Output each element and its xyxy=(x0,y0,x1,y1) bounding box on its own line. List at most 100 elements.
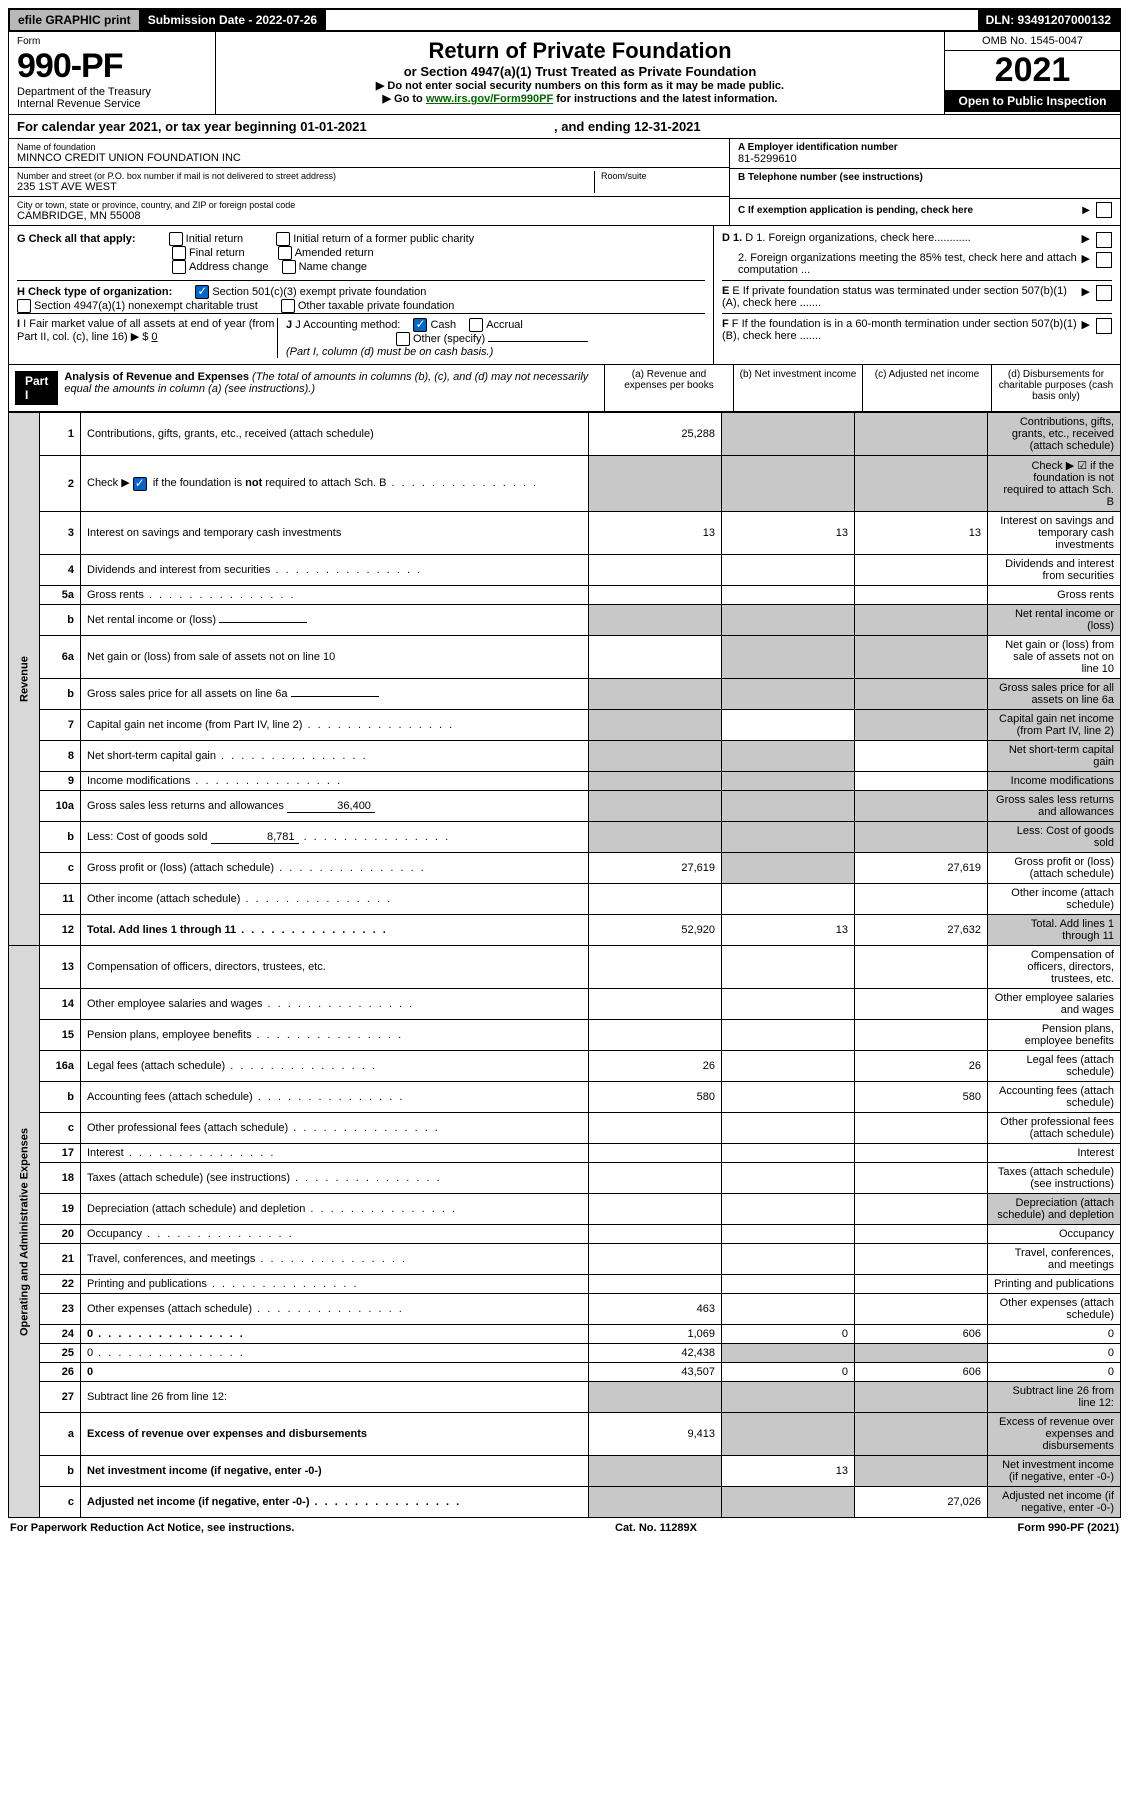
entity-info: Name of foundation MINNCO CREDIT UNION F… xyxy=(8,139,1121,226)
col-b-value xyxy=(722,1082,855,1113)
col-a-value: 42,438 xyxy=(589,1344,722,1363)
col-d-value: 0 xyxy=(988,1344,1121,1363)
top-bar: efile GRAPHIC print Submission Date - 20… xyxy=(8,8,1121,32)
line-description: Subtract line 26 from line 12: xyxy=(81,1382,589,1413)
j-other[interactable] xyxy=(396,332,410,346)
f-checkbox[interactable] xyxy=(1096,318,1112,334)
footer-mid: Cat. No. 11289X xyxy=(615,1522,697,1534)
col-c-value xyxy=(855,946,988,989)
line-description: Pension plans, employee benefits xyxy=(81,1020,589,1051)
col-a-value xyxy=(589,1244,722,1275)
g-address-change[interactable] xyxy=(172,260,186,274)
h-row: H Check type of organization: Section 50… xyxy=(17,280,705,313)
line-description: Capital gain net income (from Part IV, l… xyxy=(81,710,589,741)
col-d-value: Dividends and interest from securities xyxy=(988,555,1121,586)
col-b-value xyxy=(722,679,855,710)
j-cash[interactable] xyxy=(413,318,427,332)
col-a-value xyxy=(589,1487,722,1518)
col-d-value: Contributions, gifts, grants, etc., rece… xyxy=(988,413,1121,456)
vertical-label: Operating and Administrative Expenses xyxy=(9,946,40,1518)
g-initial-return[interactable] xyxy=(169,232,183,246)
table-row: 5aGross rentsGross rents xyxy=(9,586,1121,605)
line-number: 4 xyxy=(40,555,81,586)
g-final-return[interactable] xyxy=(172,246,186,260)
d2-checkbox[interactable] xyxy=(1096,252,1112,268)
col-c-value xyxy=(855,1113,988,1144)
col-c-value xyxy=(855,989,988,1020)
col-c-value xyxy=(855,710,988,741)
col-a-value xyxy=(589,741,722,772)
line-description: Less: Cost of goods sold 8,781 xyxy=(81,822,589,853)
city-row: City or town, state or province, country… xyxy=(9,197,729,225)
g-initial-former[interactable] xyxy=(276,232,290,246)
col-c-value xyxy=(855,605,988,636)
col-b-value xyxy=(722,1144,855,1163)
col-d-value: Accounting fees (attach schedule) xyxy=(988,1082,1121,1113)
col-b-value xyxy=(722,1051,855,1082)
h-4947a1[interactable] xyxy=(17,299,31,313)
col-b-value xyxy=(722,1294,855,1325)
table-row: 7Capital gain net income (from Part IV, … xyxy=(9,710,1121,741)
col-c-value xyxy=(855,1020,988,1051)
col-c-value xyxy=(855,772,988,791)
col-d-value: Depreciation (attach schedule) and deple… xyxy=(988,1194,1121,1225)
h-other-taxable[interactable] xyxy=(281,299,295,313)
d1-checkbox[interactable] xyxy=(1096,232,1112,248)
c-checkbox[interactable] xyxy=(1096,202,1112,218)
line-description: Travel, conferences, and meetings xyxy=(81,1244,589,1275)
col-a-value xyxy=(589,679,722,710)
col-a-value xyxy=(589,1163,722,1194)
col-b-value xyxy=(722,946,855,989)
line-number: 14 xyxy=(40,989,81,1020)
footer-right: Form 990-PF (2021) xyxy=(1018,1522,1119,1534)
g-amended-return[interactable] xyxy=(278,246,292,260)
col-c-value xyxy=(855,1382,988,1413)
j-accrual[interactable] xyxy=(469,318,483,332)
line-description: Interest on savings and temporary cash i… xyxy=(81,512,589,555)
col-b-value: 13 xyxy=(722,1456,855,1487)
line-description: Excess of revenue over expenses and disb… xyxy=(81,1413,589,1456)
g-name-change[interactable] xyxy=(282,260,296,274)
col-c-value: 27,026 xyxy=(855,1487,988,1518)
telephone-row: B Telephone number (see instructions) xyxy=(730,169,1120,199)
i-j-row: I I Fair market value of all assets at e… xyxy=(17,313,705,358)
line-description: Accounting fees (attach schedule) xyxy=(81,1082,589,1113)
col-b-value xyxy=(722,791,855,822)
e-checkbox[interactable] xyxy=(1096,285,1112,301)
col-a-value: 25,288 xyxy=(589,413,722,456)
line-number: 9 xyxy=(40,772,81,791)
table-row: 8Net short-term capital gainNet short-te… xyxy=(9,741,1121,772)
table-row: 2Check ▶ if the foundation is not requir… xyxy=(9,456,1121,512)
h-501c3[interactable] xyxy=(195,285,209,299)
line-number: 12 xyxy=(40,915,81,946)
line-description: Occupancy xyxy=(81,1225,589,1244)
col-d-value: Capital gain net income (from Part IV, l… xyxy=(988,710,1121,741)
line-number: 5a xyxy=(40,586,81,605)
col-b-value xyxy=(722,636,855,679)
table-row: bNet rental income or (loss) Net rental … xyxy=(9,605,1121,636)
instruction-1: ▶ Do not enter social security numbers o… xyxy=(222,79,938,92)
col-d-value: Gross rents xyxy=(988,586,1121,605)
line-description: Adjusted net income (if negative, enter … xyxy=(81,1487,589,1518)
line-number: 22 xyxy=(40,1275,81,1294)
schb-checkbox[interactable] xyxy=(133,477,147,491)
table-row: cOther professional fees (attach schedul… xyxy=(9,1113,1121,1144)
form-header: Form 990-PF Department of the Treasury I… xyxy=(8,32,1121,115)
col-a-value: 13 xyxy=(589,512,722,555)
col-b-value xyxy=(722,413,855,456)
line-number: 19 xyxy=(40,1194,81,1225)
col-b-value xyxy=(722,555,855,586)
col-c-value xyxy=(855,636,988,679)
col-c-head: (c) Adjusted net income xyxy=(862,365,991,411)
col-d-value: Other employee salaries and wages xyxy=(988,989,1121,1020)
table-row: cAdjusted net income (if negative, enter… xyxy=(9,1487,1121,1518)
col-b-value xyxy=(722,822,855,853)
line-number: 25 xyxy=(40,1344,81,1363)
line-description: Net short-term capital gain xyxy=(81,741,589,772)
form-label: Form xyxy=(17,36,207,47)
col-a-value xyxy=(589,1194,722,1225)
irs-link[interactable]: www.irs.gov/Form990PF xyxy=(426,93,553,105)
col-c-value xyxy=(855,413,988,456)
col-b-value xyxy=(722,772,855,791)
col-a-value xyxy=(589,1382,722,1413)
